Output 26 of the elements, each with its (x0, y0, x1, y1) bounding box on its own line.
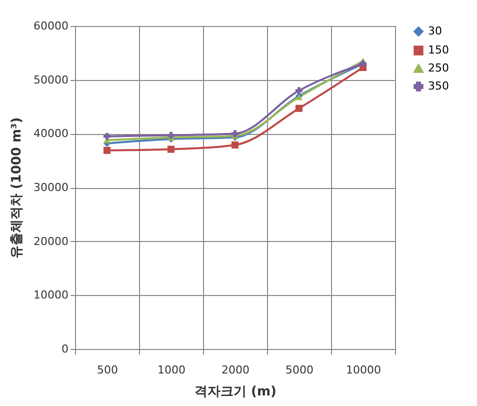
point (231, 130, 239, 138)
y-tick-label: 0 (62, 342, 68, 356)
point (103, 146, 111, 154)
x-tick-label: 1000 (158, 364, 186, 376)
x-tick-label: 10000 (346, 364, 381, 376)
point (295, 87, 303, 94)
legend-label: 150 (428, 44, 449, 56)
y-tick-label: 40000 (34, 127, 68, 140)
point (295, 104, 303, 112)
x-axis-title: 격자크기 (m) (194, 384, 276, 400)
y-tick-label: 10000 (34, 288, 68, 302)
point (103, 132, 111, 140)
legend-label: 250 (428, 62, 449, 74)
legend-label: 350 (428, 80, 449, 92)
y-tick-label: 30000 (34, 181, 68, 194)
point (231, 141, 239, 149)
point (167, 132, 175, 139)
x-tick-label: 2000 (222, 364, 250, 376)
y-axis-title: 유출체적차 (1000 m³) (10, 117, 25, 259)
y-tick-label: 50000 (34, 73, 68, 86)
x-tick-label: 500 (97, 364, 118, 376)
y-tick-label: 60000 (34, 20, 68, 32)
x-tick-label: 5000 (286, 364, 314, 376)
point (167, 146, 175, 153)
legend-label: 30 (428, 24, 442, 38)
y-tick-label: 20000 (34, 234, 68, 248)
